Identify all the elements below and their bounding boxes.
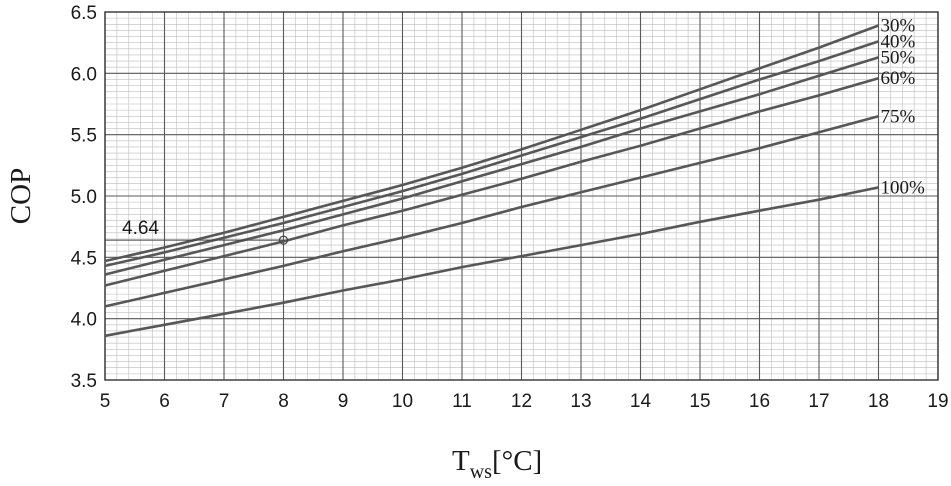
x-tick-label: 11 [452,391,472,412]
series-line [104,186,879,338]
x-tick-label: 7 [219,391,230,412]
series-line [104,115,879,308]
series-label: 30% [881,15,916,36]
x-tick-label: 17 [808,391,829,412]
x-tick-label: 9 [338,391,349,412]
annotation: 4.64 [105,218,289,245]
series-line [104,76,879,287]
y-tick-label: 4.5 [71,248,97,269]
x-tick-label: 13 [570,391,591,412]
y-tick-label: 5.5 [71,126,97,147]
y-tick-label: 4.0 [71,310,97,331]
x-tick-label: 8 [278,391,289,412]
series-lines [104,24,879,338]
series-label: 100% [881,177,926,198]
series-line [104,24,879,263]
x-tick-label: 15 [689,391,710,412]
y-axis-title: COP [5,168,37,224]
y-tick-label: 6.0 [71,64,97,85]
tick-labels: 5 6 7 8 9 10 11 12 13 14 15 16 17 18 19 3.5 4.0 4.5 5.0 5.5… [71,3,949,412]
series-line [104,56,879,276]
series-label: 60% [881,68,916,89]
x-axis-title-main: T [452,445,470,477]
x-tick-label: 6 [159,391,170,412]
x-tick-label: 18 [868,391,889,412]
series-label: 50% [881,47,916,68]
grid [104,11,939,381]
x-axis-title-unit: [°C] [492,445,542,477]
plot-frame [104,11,939,381]
y-tick-label: 3.5 [71,371,97,392]
y-tick-label: 5.0 [71,187,97,208]
x-tick-label: 14 [630,391,652,412]
series-label: 40% [881,31,916,52]
series-label: 75% [881,106,916,127]
series-labels: 30%40%50%60% 75% 100% [881,15,926,198]
x-axis-title: Tws[°C] [452,445,542,483]
annotation-marker [278,235,289,245]
x-tick-label: 5 [100,391,111,412]
x-tick-label: 12 [511,391,532,412]
series-line [104,40,879,268]
x-axis-title-subscript: ws [470,461,492,483]
x-tick-label: 16 [749,391,770,412]
y-tick-label: 6.5 [71,3,97,24]
x-tick-label: 10 [392,391,413,412]
x-tick-label: 19 [927,391,948,412]
annotation-label: 4.64 [122,218,159,239]
axes [104,11,939,381]
